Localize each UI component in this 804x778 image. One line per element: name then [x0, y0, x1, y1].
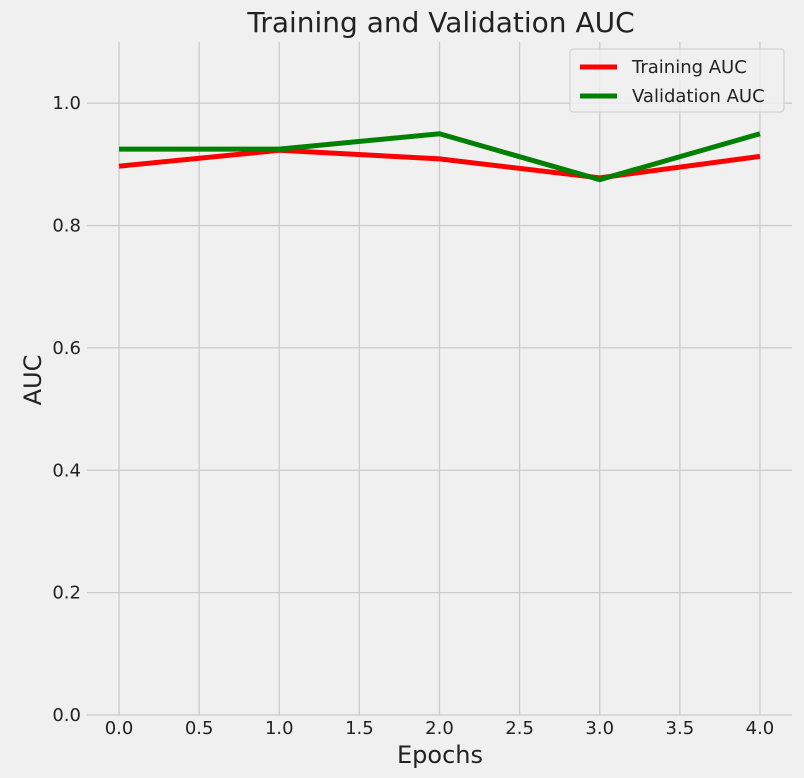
y-tick-label: 0.4 — [52, 460, 81, 481]
x-tick-label: 1.5 — [345, 718, 374, 739]
legend-label: Training AUC — [631, 57, 747, 78]
x-tick-label: 3.0 — [585, 718, 614, 739]
y-tick-label: 0.8 — [52, 216, 81, 237]
tick-labels: 0.0 0.5 1.0 1.5 2.0 2.5 3.0 3.5 4.0 0.0 0.2 0.4 0.6 0… — [52, 93, 774, 739]
series-lines — [118, 131, 761, 183]
y-tick-label: 1.0 — [52, 93, 81, 114]
x-tick-label: 0.0 — [105, 718, 134, 739]
grid — [87, 42, 792, 716]
x-tick-label: 3.5 — [666, 718, 695, 739]
chart-title: Training and Validation AUC — [246, 6, 634, 39]
series-line-validation-auc — [119, 131, 761, 183]
legend-box — [569, 48, 785, 113]
y-tick-label: 0.2 — [52, 583, 81, 604]
x-tick-label: 4.0 — [746, 718, 775, 739]
y-axis-label: AUC — [19, 355, 47, 406]
x-tick-label: 2.5 — [505, 718, 534, 739]
x-tick-label: 1.0 — [265, 718, 294, 739]
legend-label: Validation AUC — [632, 86, 765, 107]
x-axis-label: Epochs — [397, 741, 483, 769]
y-tick-label: 0.6 — [52, 338, 81, 359]
x-tick-label: 2.0 — [425, 718, 454, 739]
x-tick-label: 0.5 — [185, 718, 214, 739]
y-tick-label: 0.0 — [52, 705, 81, 726]
series-line-training-auc — [118, 147, 761, 181]
legend: Training AUC Validation AUC — [569, 48, 785, 113]
